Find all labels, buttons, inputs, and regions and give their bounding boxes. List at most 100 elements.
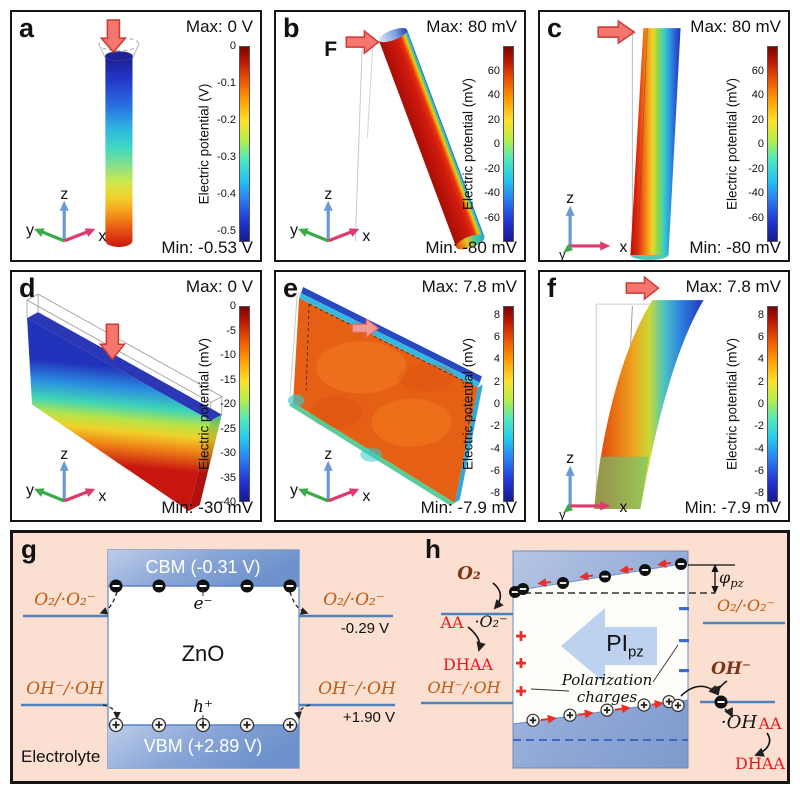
colorbar-tick: -4 [490, 442, 500, 455]
hole-label: h⁺ [193, 697, 213, 717]
electron-label: e⁻ [193, 594, 213, 614]
panel-f: f Max: 7.8 mV Min: -7.9 mV [538, 270, 790, 522]
colorbar-tick: 0 [229, 300, 236, 312]
max-value-label: Max: 7.8 mV [421, 277, 517, 296]
polarization-arrow-label: PIpz [606, 630, 644, 661]
colorbar-tick: 20 [487, 113, 500, 126]
panel-label: e [283, 273, 299, 303]
panel-b: b Max: 80 mV Min: -80 mV [274, 10, 526, 262]
film-slab [594, 300, 704, 509]
hydroxide-ion-icon [714, 695, 728, 709]
colorbar-tick: 2 [493, 375, 500, 388]
h-diagram [421, 550, 785, 769]
x-axis-label: x [98, 227, 106, 245]
colorbar-tick: -0.3 [217, 150, 236, 163]
z-axis-label: z [566, 189, 574, 207]
vbm-label: VBM (+2.89 V) [143, 736, 263, 756]
y-axis-label: y [290, 481, 298, 499]
o2-redox-label: O₂/·O₂⁻ [717, 596, 775, 615]
colorbar: Electric potential (mV) 8 6 4 2 0 -2 -4 -6 -8 [428, 306, 514, 502]
colorbar-gradient [767, 306, 778, 502]
force-arrow-icon [98, 323, 127, 361]
colorbar-tick: -0.4 [217, 187, 236, 200]
colorbar-tick: 0 [493, 138, 500, 150]
colorbar-ticks: 8 6 4 2 0 -2 -4 -6 -8 [468, 306, 500, 502]
colorbar-tick: -2 [754, 420, 764, 433]
polarization-arrow-icon [561, 608, 657, 683]
colorbar-tick: 0 [757, 138, 764, 150]
axis-triad: z y x [26, 185, 106, 245]
axis-triad: z y x [26, 445, 106, 505]
oh-redox-label: OH⁻/·OH [26, 679, 104, 699]
nanowire-scene: z y x [26, 19, 140, 247]
film-scene: z y x [26, 293, 223, 511]
colorbar: Electric potential (mV) 0 -5 -10 -15 -20 -25-… [164, 300, 250, 508]
dhaa-label: DHAA [443, 655, 493, 674]
force-arrow-icon [625, 275, 660, 301]
o2-redox-label: O₂/·O₂⁻ [34, 590, 96, 610]
colorbar-tick: 60 [751, 64, 764, 77]
colorbar-tick: -20 [748, 162, 764, 175]
y-axis-label: y [26, 221, 34, 239]
electron-icons [109, 579, 297, 593]
piezopotential-bracket [688, 564, 735, 589]
x-axis-label: x [362, 487, 370, 505]
panel-label: d [19, 273, 36, 303]
min-value-label: Min: -30 mV [161, 498, 253, 517]
colorbar-ticks: 60 40 20 0 -20 -40 -60 [732, 46, 764, 242]
hole-plus-glyphs [112, 721, 294, 729]
max-value-label: Max: 80 mV [426, 17, 517, 36]
colorbar-tick: -6 [754, 464, 764, 477]
colorbar-tick: -0.2 [217, 113, 236, 126]
panel-label: c [547, 13, 563, 43]
axis-triad: z y x [290, 445, 370, 505]
panel-label: h [425, 534, 441, 564]
y-into-page-icon [563, 503, 574, 513]
x-axis-label: x [619, 498, 627, 516]
min-value-label: Min: -7.9 mV [420, 498, 517, 517]
colorbar-tick: 6 [757, 331, 764, 344]
cbm-label: CBM (-0.31 V) [145, 557, 261, 577]
nanowire-side-scene: y z x [559, 19, 681, 260]
hole-drift-arrows [540, 699, 664, 724]
colorbar-tick: -60 [484, 211, 500, 224]
colorbar-tick: -0.5 [217, 224, 236, 237]
z-axis-label: z [566, 449, 574, 467]
sheared-film-scene: z y x [288, 287, 483, 506]
x-axis-label: x [362, 227, 370, 245]
colorbar: Electric potential (mV) 8 6 4 2 0 -2 -4 -6 -8 [692, 306, 778, 502]
x-axis-label: x [619, 238, 627, 256]
oh-redox-label: OH⁻/·OH [318, 679, 396, 699]
band-diagram-panel: g CBM (-0.31 V) VBM (+2.89 V) ZnO e⁻ h⁺ … [10, 530, 790, 784]
colorbar-tick: 0 [229, 40, 236, 52]
colorbar-ticks: 0 -0.1 -0.2 -0.3 -0.4 -0.5 [204, 40, 236, 242]
colorbar-ticks: 0 -5 -10 -15 -20 -25 -30 -35 -40 [204, 300, 236, 508]
charge-transfer-arrows [99, 591, 311, 720]
negative-polarization-charges [679, 607, 689, 673]
colorbar-ticks: 8 6 4 2 0 -2 -4 -6 -8 [732, 306, 764, 502]
polarization-charges-label: Polarization [561, 671, 653, 689]
panel-e: e Max: 7.8 mV Min: -7.9 mV [274, 270, 526, 522]
colorbar-tick: -8 [490, 487, 500, 500]
film-slab [27, 312, 222, 511]
max-value-label: Max: 0 V [185, 277, 253, 296]
bent-nanowire-scene: F z y x [290, 27, 485, 250]
hydroxide-label: OH⁻ [711, 659, 751, 679]
colorbar-gradient [239, 46, 250, 242]
colorbar-tick: -25 [220, 422, 236, 435]
g-diagram [21, 549, 395, 769]
colorbar-gradient [503, 46, 514, 242]
colorbar-tick: -2 [490, 420, 500, 433]
panel-c: c Max: 80 mV Min: -80 mV [538, 10, 790, 262]
panel-label: g [21, 534, 37, 564]
colorbar-gradient [503, 306, 514, 502]
drifting-electron-icons [509, 558, 687, 598]
piezopotential-label: φpz [719, 568, 744, 591]
force-arrow-icon [99, 19, 128, 54]
colorbar-tick: -8 [754, 487, 764, 500]
min-value-label: Min: -80 mV [425, 238, 517, 257]
colorbar-tick: -20 [220, 398, 236, 410]
colorbar-tick: -40 [748, 187, 764, 199]
positive-polarization-charges [516, 631, 526, 697]
